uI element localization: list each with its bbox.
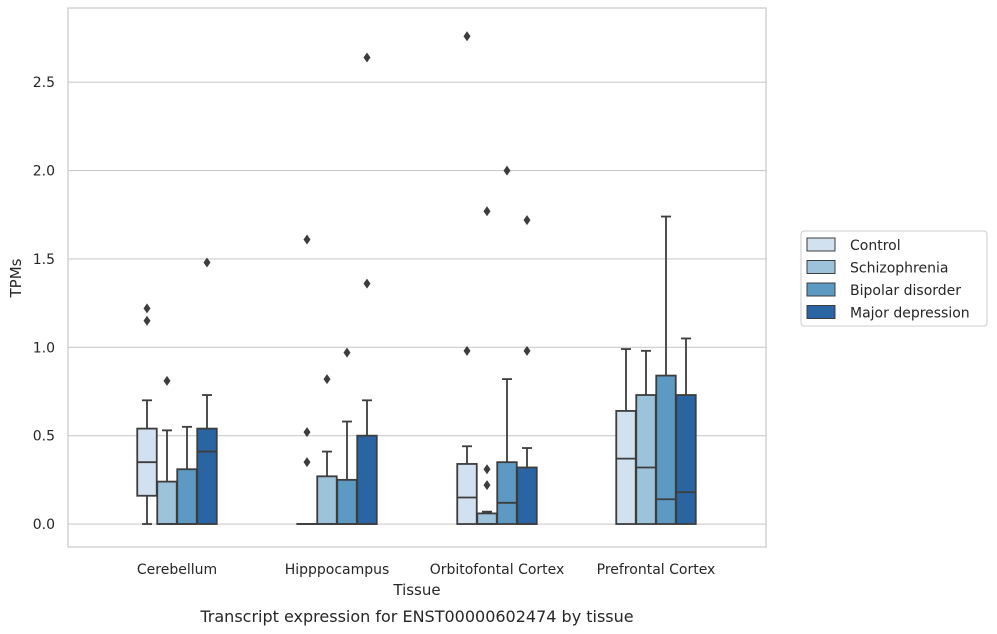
y-tick-labels: 0.0 0.5 1.0 1.5 2.0 2.5 <box>33 75 55 533</box>
outlier-point <box>323 374 331 385</box>
box <box>176 468 198 525</box>
legend-swatch <box>806 305 836 319</box>
box <box>356 434 378 525</box>
box <box>516 466 538 525</box>
box <box>675 394 697 525</box>
box-group <box>296 234 318 525</box>
y-axis-label: TPMs <box>7 258 25 298</box>
box-group <box>136 303 158 525</box>
legend-label: Major depression <box>850 306 970 322</box>
x-tick-label: Prefrontal Cortex <box>597 562 716 578</box>
box <box>336 478 358 525</box>
box-group <box>615 348 637 525</box>
outlier-point <box>483 480 491 491</box>
outlier-point <box>303 234 311 245</box>
outlier-point <box>163 375 171 386</box>
legend-label: Schizophrenia <box>850 261 948 277</box>
outlier-point <box>363 52 371 63</box>
y-tick-label: 2.5 <box>33 75 55 91</box>
outlier-point <box>523 345 531 356</box>
box <box>615 410 637 525</box>
box <box>496 461 518 525</box>
outlier-point <box>143 303 151 314</box>
box-group <box>176 425 198 525</box>
outlier-point <box>463 345 471 356</box>
y-tick-label: 2.0 <box>33 164 55 180</box>
x-tick-label: Orbitofontal Cortex <box>430 562 565 578</box>
outlier-point <box>523 215 531 226</box>
box <box>316 475 338 525</box>
x-tick-labels: Cerebellum Hipppocampus Orbitofontal Corte… <box>137 562 715 578</box>
y-tick-label: 1.0 <box>33 340 55 356</box>
outlier-point <box>463 31 471 42</box>
outlier-point <box>343 347 351 358</box>
boxes <box>136 31 697 525</box>
outlier-point <box>303 457 311 468</box>
outlier-point <box>143 315 151 326</box>
y-tick-label: 1.5 <box>33 252 55 268</box>
outlier-point <box>203 257 211 268</box>
box-group <box>156 375 178 525</box>
outlier-point <box>483 206 491 217</box>
y-tick-label: 0.0 <box>33 517 55 533</box>
box-group <box>516 215 538 525</box>
box-group <box>655 215 677 525</box>
legend-label: Control <box>850 238 901 254</box>
box <box>635 394 657 525</box>
x-tick-label: Hipppocampus <box>285 562 390 578</box>
legend-swatch <box>806 260 836 274</box>
legend-frame <box>800 230 988 327</box>
plot-frame <box>67 7 767 548</box>
box-group <box>196 257 218 525</box>
box-group <box>476 206 498 525</box>
legend-label: Bipolar disorder <box>850 283 961 299</box>
box <box>456 463 478 525</box>
legend-swatch <box>806 237 836 252</box>
outlier-point <box>363 278 371 289</box>
box <box>196 427 218 525</box>
x-axis-label: Tissue <box>392 581 440 599</box>
box-group <box>316 374 338 525</box>
box-group <box>356 52 378 525</box>
outlier-point <box>303 427 311 438</box>
box <box>156 480 178 525</box>
x-tick-label: Cerebellum <box>137 562 217 578</box>
chart-caption: Transcript expression for ENST0000060247… <box>199 607 633 626</box>
legend: Control Schizophrenia Bipolar disorder Majo… <box>800 230 988 327</box>
box <box>476 512 498 525</box>
legend-swatch <box>806 282 836 297</box>
box-group <box>635 349 657 525</box>
y-tick-label: 0.5 <box>33 429 55 445</box>
box-group <box>456 31 478 525</box>
outlier-point <box>483 464 491 475</box>
box-group <box>675 337 697 525</box>
box <box>655 374 677 525</box>
box-group <box>496 165 518 525</box>
outlier-point <box>503 165 511 176</box>
